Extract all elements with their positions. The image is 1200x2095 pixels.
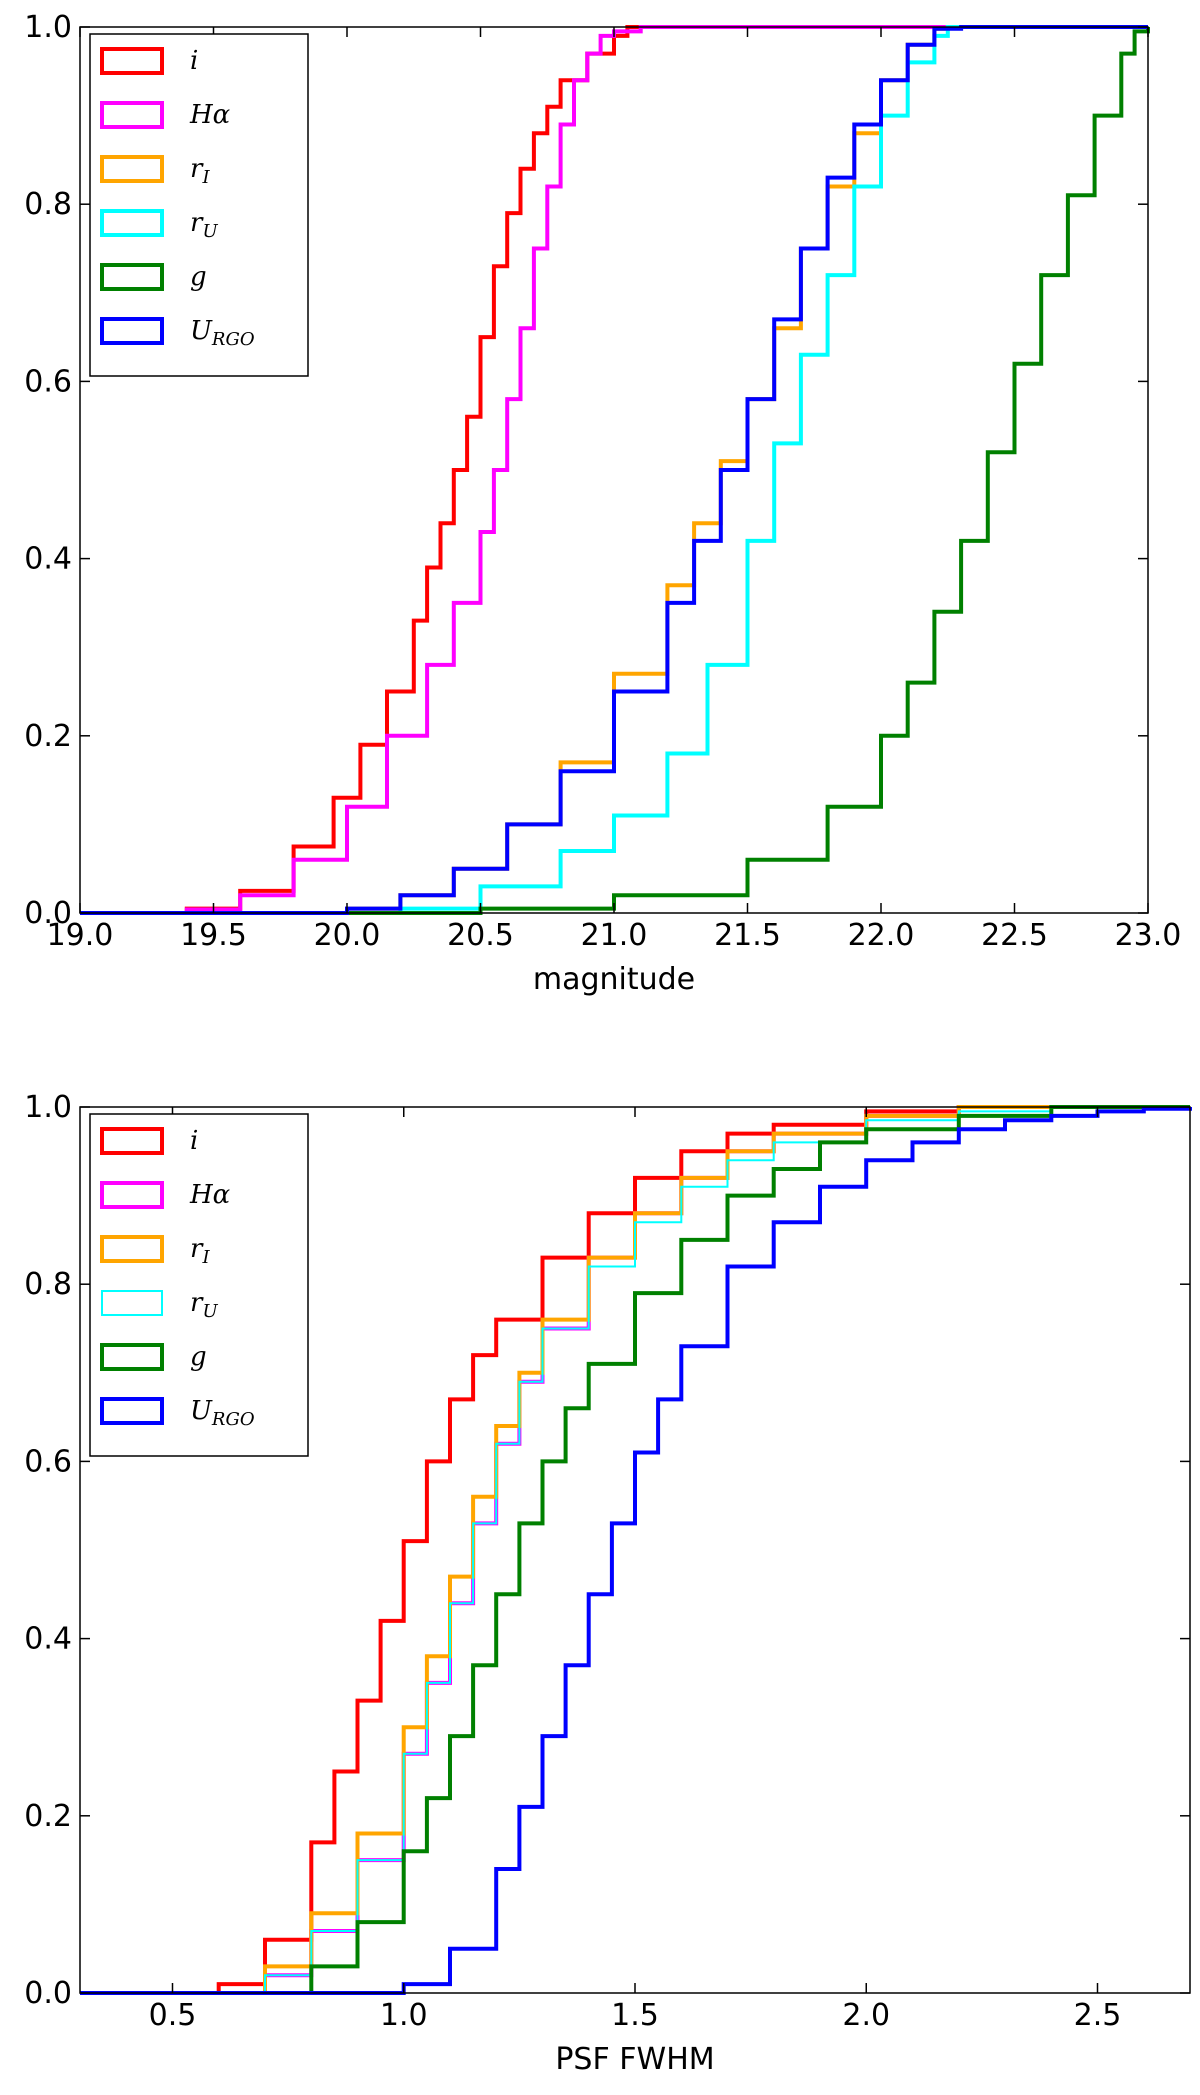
y-tick-label: 0.6: [24, 1444, 72, 1479]
x-tick-label: 20.5: [447, 918, 514, 953]
legend-label-i: i: [190, 46, 198, 76]
x-tick-label: 19.5: [180, 918, 247, 953]
y-tick-label: 0.2: [24, 719, 72, 754]
series-line-i: [80, 25, 1148, 915]
legend-label-URGO: URGO: [190, 1396, 255, 1430]
legend-label-rU: rU: [190, 1288, 218, 1322]
y-tick-label: 0.4: [24, 542, 72, 577]
series-line-URGO: [80, 1106, 1192, 1995]
x-tick-label: 22.0: [848, 918, 915, 953]
legend-label-URGO: URGO: [190, 316, 255, 350]
series-line-i: [80, 1105, 1190, 1995]
legend-swatch-rU: [101, 1290, 163, 1316]
y-tick-label: 0.6: [24, 364, 72, 399]
legend-swatch-halpha: [100, 101, 164, 129]
legend-label-i: i: [190, 1126, 198, 1156]
x-tick-label: 1.0: [380, 1998, 428, 2033]
x-axis-label: magnitude: [533, 962, 695, 997]
series-line-g: [80, 27, 1150, 915]
series-line-g: [80, 1105, 1190, 1995]
chart-panel-2: 0.0 0.2 0.4 0.6 0.8 1.0 0.5 1.0 1.5 2.0 2.5 PSF FWH…: [24, 1090, 1192, 2077]
legend-swatch-rI: [100, 155, 164, 183]
x-tick-label: 19.0: [47, 918, 114, 953]
series-line-URGO: [80, 25, 1148, 915]
legend-swatch-URGO: [100, 1397, 164, 1425]
legend-label-halpha: Hα: [189, 100, 231, 130]
legend-swatch-rU: [100, 209, 164, 237]
legend-label-rI: rI: [190, 154, 210, 188]
y-tick-label: 0.0: [24, 1976, 72, 2011]
legend-label-rU: rU: [190, 208, 218, 242]
legend-label-g: g: [190, 1342, 207, 1372]
y-tick-label: 0.0: [24, 896, 72, 931]
x-tick-label: 23.0: [1115, 918, 1182, 953]
x-tick-label: 21.0: [581, 918, 648, 953]
y-tick-label: 0.2: [24, 1799, 72, 1834]
y-tick-label: 0.8: [24, 187, 72, 222]
x-tick-label: 22.5: [981, 918, 1048, 953]
y-tick-label: 1.0: [24, 10, 72, 45]
x-tick-label: 1.5: [611, 1998, 659, 2033]
legend-label-g: g: [190, 262, 207, 292]
legend-swatch-g: [100, 1343, 164, 1371]
legend: i Hα rI rU g URGO: [89, 1113, 309, 1457]
chart-panel-1: 0.0 0.2 0.4 0.6 0.8 1.0 19.0 19.5 20.0 20.5 21.0 21…: [24, 10, 1181, 997]
legend-swatch-i: [100, 1127, 164, 1155]
legend-label-rI: rI: [190, 1234, 210, 1268]
y-tick-label: 0.8: [24, 1267, 72, 1302]
x-tick-label: 2.0: [842, 1998, 890, 2033]
legend-swatch-halpha: [100, 1181, 164, 1209]
legend-swatch-URGO: [100, 317, 164, 345]
legend-label-halpha: Hα: [189, 1180, 231, 1210]
legend-swatch-i: [100, 47, 164, 75]
series-line-halpha: [80, 25, 1148, 915]
legend-swatch-g: [100, 263, 164, 291]
legend: i Hα rI rU g URGO: [89, 33, 309, 377]
x-tick-label: 21.5: [714, 918, 781, 953]
x-tick-label: 0.5: [149, 1998, 197, 2033]
x-axis-label: PSF FWHM: [555, 2042, 714, 2077]
y-tick-label: 1.0: [24, 1090, 72, 1125]
y-tick-label: 0.4: [24, 1622, 72, 1657]
x-tick-label: 2.5: [1074, 1998, 1122, 2033]
legend-swatch-rI: [100, 1235, 164, 1263]
x-tick-label: 20.0: [314, 918, 381, 953]
